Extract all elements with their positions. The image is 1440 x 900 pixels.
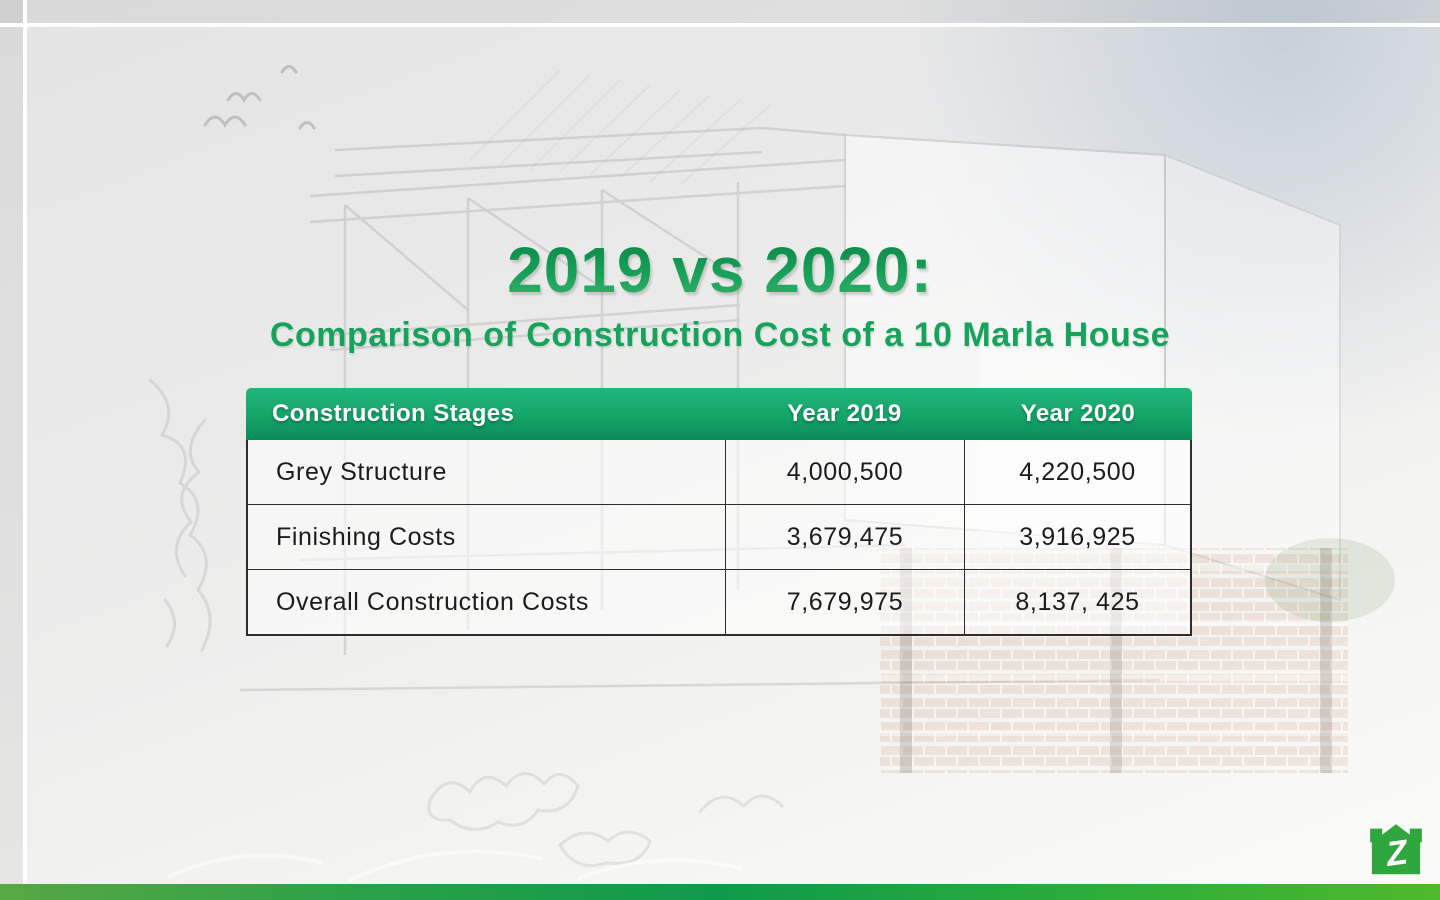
table-header-row: Construction Stages Year 2019 Year 2020 bbox=[246, 388, 1192, 440]
stage-cell: Overall Construction Costs bbox=[276, 587, 589, 616]
birds-sketch-icon bbox=[203, 65, 316, 130]
white-highlight-scribbles bbox=[168, 849, 742, 882]
column-header-year-2020: Year 2020 bbox=[1020, 400, 1136, 427]
tree-sketch bbox=[148, 378, 212, 652]
year-2020-cell: 4,220,500 bbox=[964, 440, 1190, 504]
page-subtitle: Comparison of Construction Cost of a 10 … bbox=[269, 316, 1171, 354]
page-title: 2019 vs 2020: bbox=[0, 238, 1440, 302]
cost-comparison-table: Construction Stages Year 2019 Year 2020 … bbox=[246, 388, 1192, 636]
footer-green-bar bbox=[0, 884, 1440, 900]
year-2020-cell: 8,137, 425 bbox=[964, 570, 1190, 634]
bushes-sketch bbox=[427, 772, 784, 868]
year-2020-cell: 3,916,925 bbox=[964, 505, 1190, 569]
table-row-finishing-costs: Finishing Costs 3,679,475 3,916,925 bbox=[248, 504, 1190, 569]
vertical-guide-line bbox=[23, 0, 27, 900]
table-row-overall-construction-costs: Overall Construction Costs 7,679,975 8,1… bbox=[248, 569, 1190, 634]
stage-cell: Grey Structure bbox=[276, 457, 447, 486]
year-2019-cell: 7,679,975 bbox=[725, 570, 964, 634]
zameen-house-logo-icon: Z bbox=[1370, 824, 1422, 875]
sketch-hatching bbox=[469, 69, 771, 186]
background-left-shade bbox=[0, 0, 23, 900]
column-header-construction-stages: Construction Stages bbox=[272, 400, 515, 427]
background-top-shade bbox=[0, 0, 1440, 23]
logo-house-shape bbox=[1370, 824, 1422, 875]
horizontal-guide-line bbox=[0, 23, 1440, 27]
column-header-year-2019: Year 2019 bbox=[787, 400, 902, 427]
table-row-grey-structure: Grey Structure 4,000,500 4,220,500 bbox=[248, 440, 1190, 504]
year-2019-cell: 3,679,475 bbox=[725, 505, 964, 569]
table-body: Grey Structure 4,000,500 4,220,500 Finis… bbox=[246, 440, 1192, 636]
year-2019-cell: 4,000,500 bbox=[725, 440, 964, 504]
stage-cell: Finishing Costs bbox=[276, 522, 456, 551]
